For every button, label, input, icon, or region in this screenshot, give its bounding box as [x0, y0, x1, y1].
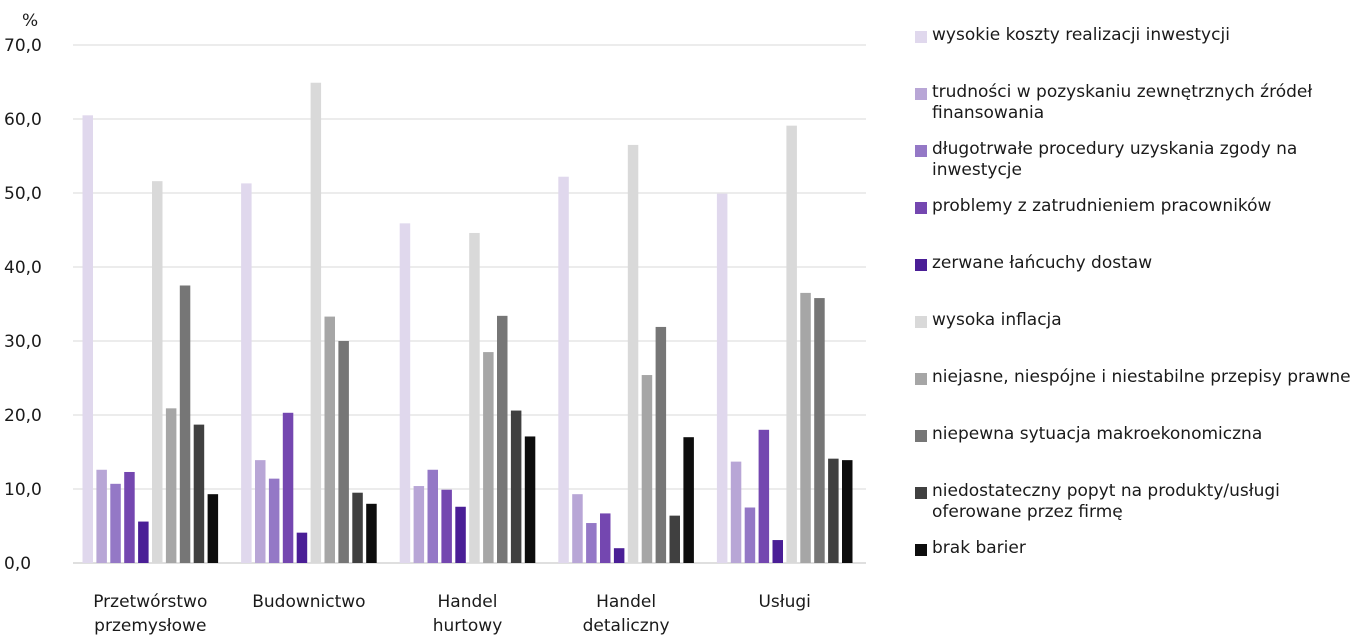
- bar: [524, 436, 536, 563]
- bar: [572, 494, 583, 563]
- bar: [110, 483, 121, 563]
- x-category-label: Usługi: [758, 592, 810, 612]
- y-tick-label: 20,0: [4, 406, 42, 426]
- legend-item: niepewna sytuacja makroekonomiczna: [915, 424, 1362, 445]
- x-category-label: Handel detaliczny: [583, 592, 670, 636]
- bar: [510, 410, 522, 563]
- legend-label: wysokie koszty realizacji inwestycji: [932, 25, 1230, 45]
- bar: [310, 82, 322, 564]
- legend-item: brak barier: [915, 538, 1362, 559]
- legend-swatch: [915, 430, 927, 442]
- legend-swatch: [915, 316, 927, 328]
- y-tick-label: 50,0: [4, 184, 42, 204]
- legend-label: niepewna sytuacja makroekonomiczna: [932, 424, 1263, 444]
- legend-swatch: [915, 259, 927, 271]
- bar: [842, 460, 853, 563]
- bar: [193, 424, 205, 563]
- y-tick-label: 30,0: [4, 332, 42, 352]
- legend-swatch: [915, 487, 927, 499]
- bar: [483, 352, 494, 563]
- y-tick-label: 40,0: [4, 258, 42, 278]
- legend-label: niejasne, niespójne i niestabilne przepi…: [932, 367, 1351, 387]
- bar: [786, 125, 797, 563]
- legend-item: problemy z zatrudnieniem pracowników: [915, 196, 1362, 217]
- bar: [241, 183, 252, 563]
- y-axis-unit: %: [22, 11, 38, 31]
- bar: [338, 341, 349, 563]
- legend-item: wysokie koszty realizacji inwestycji: [915, 25, 1362, 46]
- x-category-label: Budownictwo: [252, 592, 365, 612]
- legend-item: zerwane łańcuchy dostaw: [915, 253, 1362, 274]
- bar: [165, 408, 177, 563]
- bar: [730, 461, 742, 563]
- bar: [772, 540, 783, 563]
- legend-swatch: [915, 145, 927, 157]
- legend-label: wysoka inflacja: [932, 310, 1062, 330]
- bar: [427, 469, 438, 563]
- legend-item: wysoka inflacja: [915, 310, 1362, 331]
- legend-item: niedostateczny popyt na produkty/usługi …: [915, 481, 1362, 523]
- bar: [558, 176, 569, 563]
- legend-label: brak barier: [932, 538, 1026, 558]
- bar: [627, 144, 639, 563]
- legend-swatch: [915, 202, 927, 214]
- bar: [255, 460, 266, 563]
- legend-swatch: [915, 373, 927, 385]
- legend-label: niedostateczny popyt na produkty/usługi …: [932, 481, 1280, 522]
- bar: [669, 515, 680, 563]
- bar: [138, 521, 149, 563]
- bar: [455, 506, 466, 563]
- bar: [82, 115, 93, 564]
- bar: [469, 232, 480, 563]
- bar: [828, 458, 839, 563]
- bar: [366, 503, 377, 563]
- legend-swatch: [915, 544, 927, 556]
- bar: [296, 532, 308, 563]
- bar: [268, 478, 280, 563]
- bar: [613, 548, 625, 563]
- bar: [683, 437, 694, 563]
- bar: [641, 375, 653, 563]
- bar: [814, 298, 825, 563]
- x-category-label: Handel hurtowy: [433, 592, 503, 636]
- y-tick-label: 0,0: [4, 554, 31, 574]
- bar: [600, 513, 611, 563]
- y-tick-label: 10,0: [4, 480, 42, 500]
- y-tick-label: 60,0: [4, 110, 42, 130]
- bar: [758, 429, 770, 563]
- bar: [207, 494, 219, 563]
- bar: [413, 486, 425, 563]
- legend-item: długotrwałe procedury uzyskania zgody na…: [915, 139, 1362, 181]
- legend-label: długotrwałe procedury uzyskania zgody na…: [932, 139, 1298, 180]
- bar: [744, 507, 756, 563]
- bar: [152, 181, 163, 563]
- bar: [399, 223, 411, 563]
- bar: [800, 292, 811, 563]
- bar: [716, 193, 728, 564]
- bar: [586, 523, 597, 563]
- legend-label: trudności w pozyskaniu zewnętrznych źród…: [932, 82, 1313, 123]
- legend-item: trudności w pozyskaniu zewnętrznych źród…: [915, 82, 1362, 124]
- bar: [179, 285, 191, 563]
- bar: [124, 471, 135, 563]
- bar: [655, 326, 667, 563]
- legend-swatch: [915, 31, 927, 43]
- bar: [441, 489, 452, 563]
- legend-item: niejasne, niespójne i niestabilne przepi…: [915, 367, 1362, 388]
- bar: [282, 412, 294, 563]
- bar: [324, 316, 335, 563]
- legend-swatch: [915, 88, 927, 100]
- bar: [497, 315, 508, 563]
- bar-chart: % 0,0 10,0 20,0 30,0 40,0 50,0 60,0 70,0 Przetw…: [4, 11, 866, 636]
- x-category-label: Przetwórstwo przemysłowe: [93, 592, 207, 636]
- legend-label: zerwane łańcuchy dostaw: [932, 253, 1153, 273]
- bar: [96, 469, 107, 563]
- y-tick-label: 70,0: [4, 36, 42, 56]
- bar: [352, 492, 363, 563]
- legend-label: problemy z zatrudnieniem pracowników: [932, 196, 1272, 216]
